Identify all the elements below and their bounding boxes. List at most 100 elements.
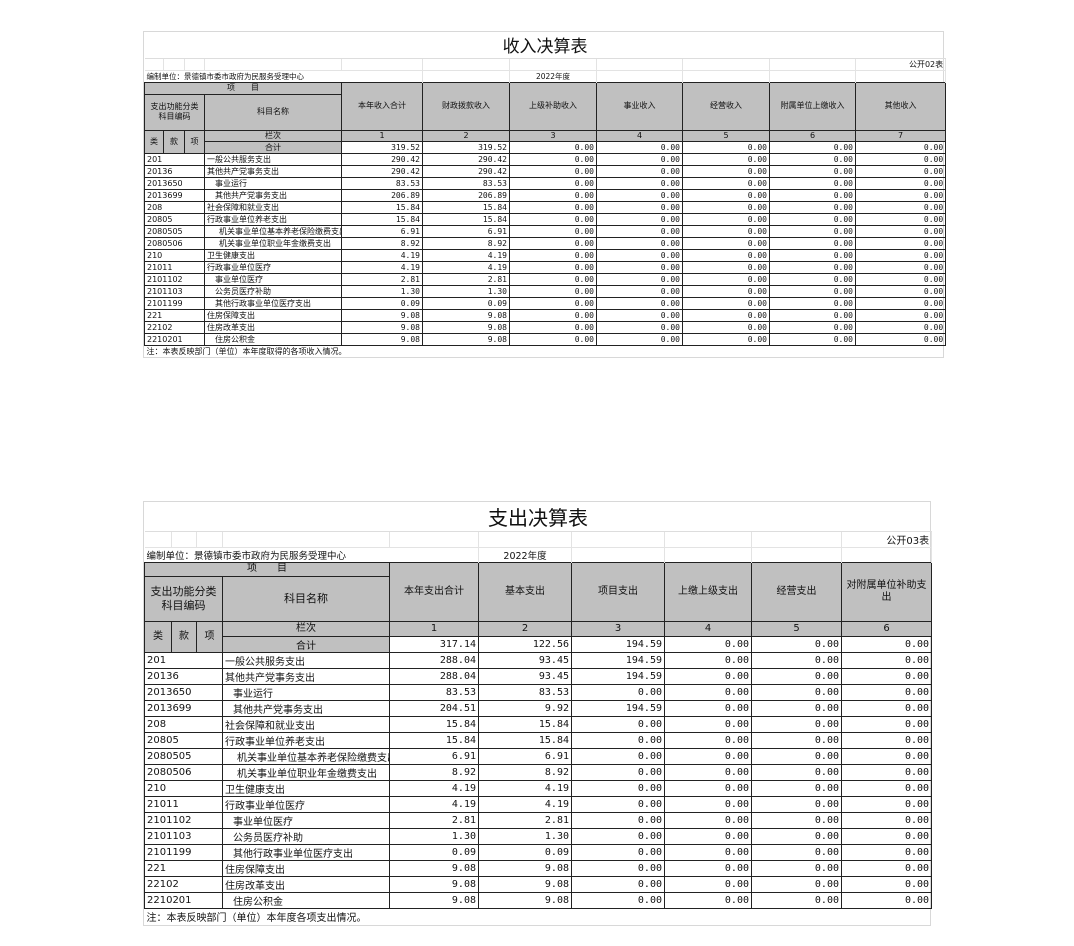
amount-cell: 15.84 <box>389 732 479 749</box>
table-title: 收入决算表 <box>144 32 946 59</box>
amount-cell: 0.00 <box>509 188 597 202</box>
subject-code: 2210201 <box>144 332 205 346</box>
amount-cell: 4.19 <box>341 248 423 262</box>
amount-cell: 0.00 <box>571 780 665 797</box>
amount-cell: 0.00 <box>854 260 947 274</box>
table-row: 2080506 机关事业单位职业年金缴费支出 8.92 8.92 0.00 0.00 0.0… <box>144 764 933 781</box>
blank-cell <box>163 58 185 71</box>
subject-code: 201 <box>144 652 223 669</box>
blank-cell <box>769 58 856 71</box>
amount-cell: 0.00 <box>751 764 842 781</box>
table-row: 20136 其他共产党事务支出 290.42 290.42 0.00 0.00 0.00 0.… <box>144 164 947 178</box>
amount-cell: 0.00 <box>664 812 752 829</box>
blank-cell <box>682 70 770 82</box>
amount-cell: 194.59 <box>571 652 665 669</box>
column-header: 事业收入 <box>596 81 683 131</box>
subject-name: 机关事业单位基本养老保险缴费支出 <box>222 748 390 765</box>
amount-cell: 0.00 <box>840 732 933 749</box>
column-header: 本年支出合计 <box>389 562 479 622</box>
compiling-unit: 编制单位：景德镇市委市政府为民服务受理中心 <box>144 70 423 82</box>
amount-cell: 0.00 <box>751 732 842 749</box>
amount-cell: 0.00 <box>840 700 933 717</box>
subject-name: 其他共产党事务支出 <box>204 164 342 178</box>
subject-name: 住房公积金 <box>204 332 342 346</box>
subject-code: 201 <box>144 152 205 166</box>
amount-cell: 0.00 <box>682 152 770 166</box>
table-row: 2013650 事业运行 83.53 83.53 0.00 0.00 0.00 0.00 <box>144 684 933 701</box>
column-number: 6 <box>840 621 933 637</box>
subject-name: 其他共产党事务支出 <box>222 700 390 717</box>
header-lei: 类 <box>144 129 164 154</box>
amount-cell: 0.00 <box>854 248 947 262</box>
amount-cell: 0.00 <box>854 320 947 334</box>
header-code: 支出功能分类科目编码 <box>144 93 205 131</box>
amount-cell: 0.00 <box>854 296 947 310</box>
amount-cell: 0.00 <box>664 796 752 813</box>
blank-cell <box>751 547 842 563</box>
column-header: 对附属单位补助支出 <box>840 562 933 622</box>
amount-cell: 0.00 <box>596 212 683 226</box>
amount-cell: 0.00 <box>596 308 683 322</box>
total-row: 合计 317.14 122.56 194.59 0.00 0.00 0.00 <box>145 636 933 653</box>
table-row: 221 住房保障支出 9.08 9.08 0.00 0.00 0.00 0.00 <box>144 860 933 877</box>
amount-cell: 0.00 <box>509 248 597 262</box>
amount-cell: 0.00 <box>769 320 856 334</box>
subject-name: 事业运行 <box>222 684 390 701</box>
amount-cell: 0.00 <box>509 224 597 238</box>
amount-cell: 0.00 <box>854 212 947 226</box>
table-row: 210 卫生健康支出 4.19 4.19 0.00 0.00 0.00 0.00 0.00 <box>144 248 947 262</box>
blank-cell <box>184 58 205 71</box>
amount-cell: 0.00 <box>751 780 842 797</box>
table-row: 22102 住房改革支出 9.08 9.08 0.00 0.00 0.00 0.00 <box>144 876 933 893</box>
amount-cell: 0.00 <box>751 828 842 845</box>
amount-cell: 0.00 <box>769 176 856 190</box>
amount-cell: 0.00 <box>571 844 665 861</box>
table-row: 2210201 住房公积金 9.08 9.08 0.00 0.00 0.00 0.00 0.00 <box>144 332 947 346</box>
amount-cell: 0.00 <box>769 152 856 166</box>
column-number: 6 <box>769 129 856 142</box>
table-row: 2101102 事业单位医疗 2.81 2.81 0.00 0.00 0.00 0.00 <box>144 812 933 829</box>
amount-cell: 0.00 <box>682 248 770 262</box>
amount-cell: 0.00 <box>682 272 770 286</box>
amount-cell: 0.00 <box>751 636 842 653</box>
table-row: 20805 行政事业单位养老支出 15.84 15.84 0.00 0.00 0.00 0.0… <box>144 732 933 749</box>
amount-cell: 4.19 <box>422 248 510 262</box>
amount-cell: 4.19 <box>389 796 479 813</box>
amount-cell: 0.00 <box>571 812 665 829</box>
amount-cell: 0.00 <box>769 284 856 298</box>
column-header: 本年收入合计 <box>341 81 423 131</box>
column-number: 7 <box>854 129 947 142</box>
amount-cell: 0.00 <box>840 844 933 861</box>
header-code: 支出功能分类科目编码 <box>144 576 223 622</box>
amount-cell: 0.00 <box>840 892 933 909</box>
amount-cell: 0.00 <box>664 780 752 797</box>
amount-cell: 0.00 <box>840 812 933 829</box>
blank-cell <box>571 547 665 563</box>
amount-cell: 0.00 <box>596 284 683 298</box>
amount-cell: 0.00 <box>509 152 597 166</box>
amount-cell: 0.00 <box>682 212 770 226</box>
amount-cell: 0.00 <box>682 332 770 346</box>
header-name: 科目名称 <box>222 576 390 622</box>
total-row: 合计 319.52 319.52 0.00 0.00 0.00 0.00 0.00 <box>145 140 947 154</box>
amount-cell: 0.00 <box>664 732 752 749</box>
amount-cell: 290.42 <box>422 164 510 178</box>
table-row: 201 一般公共服务支出 288.04 93.45 194.59 0.00 0.00 0.00 <box>144 652 933 669</box>
amount-cell: 0.00 <box>596 176 683 190</box>
blank-cell <box>422 58 510 71</box>
amount-cell: 0.00 <box>682 320 770 334</box>
amount-cell: 0.00 <box>596 272 683 286</box>
amount-cell: 0.00 <box>840 860 933 877</box>
column-number: 2 <box>422 129 510 142</box>
amount-cell: 0.00 <box>854 164 947 178</box>
amount-cell: 9.92 <box>478 700 572 717</box>
table-row: 201 一般公共服务支出 290.42 290.42 0.00 0.00 0.00 0.00 0… <box>144 152 947 166</box>
column-number: 3 <box>571 621 665 637</box>
table-row: 2080505 机关事业单位基本养老保险缴费支出 6.91 6.91 0.00 0.00 0… <box>144 748 933 765</box>
amount-cell: 319.52 <box>341 140 423 154</box>
amount-cell: 0.00 <box>751 652 842 669</box>
amount-cell: 0.00 <box>664 700 752 717</box>
fiscal-year: 2022年度 <box>478 547 572 563</box>
amount-cell: 0.00 <box>840 668 933 685</box>
fiscal-year: 2022年度 <box>509 70 597 82</box>
